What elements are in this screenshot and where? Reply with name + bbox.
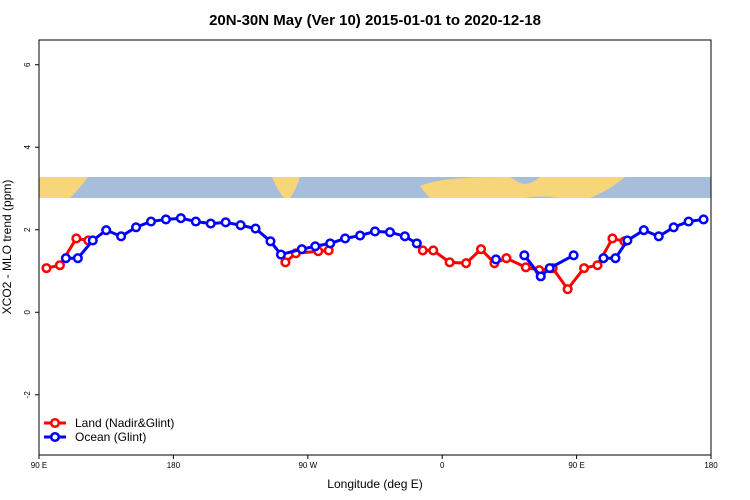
map-strip <box>39 177 711 198</box>
point <box>235 220 246 231</box>
legend-label: Land (Nadir&Glint) <box>75 416 174 430</box>
point <box>562 284 573 295</box>
point <box>72 253 83 264</box>
point <box>250 223 261 234</box>
legend-marker <box>49 431 61 443</box>
point <box>41 263 52 274</box>
legend: Land (Nadir&Glint)Ocean (Glint) <box>44 416 174 444</box>
point <box>280 257 291 268</box>
x-tick-label: 90 E <box>31 461 47 470</box>
point <box>568 250 579 261</box>
point <box>87 235 98 246</box>
point <box>399 231 410 242</box>
y-tick-label: 0 <box>23 309 32 314</box>
point <box>610 253 621 264</box>
point <box>355 230 366 241</box>
y-axis-label: XCO2 - MLO trend (ppm) <box>0 180 14 315</box>
point <box>598 253 609 264</box>
point <box>411 238 422 249</box>
point <box>544 263 555 274</box>
x-tick-label: 180 <box>167 461 181 470</box>
point <box>475 244 487 255</box>
point <box>205 218 216 229</box>
point <box>683 216 694 227</box>
y-tick-label: 4 <box>23 144 32 149</box>
point <box>519 250 530 261</box>
point <box>145 216 157 227</box>
point <box>160 214 171 225</box>
point <box>340 233 351 244</box>
point <box>417 245 428 256</box>
point <box>384 227 395 238</box>
x-tick-label: 90 W <box>298 461 317 470</box>
x-axis-label: Longitude (deg E) <box>327 477 422 491</box>
x-tick-label: 0 <box>440 461 445 470</box>
series-line <box>46 236 625 292</box>
point <box>131 222 142 233</box>
point <box>444 257 455 268</box>
point <box>101 225 112 236</box>
point <box>71 233 82 244</box>
point <box>220 217 231 228</box>
legend-label: Ocean (Glint) <box>75 430 146 444</box>
x-tick-label: 90 E <box>568 461 584 470</box>
point <box>638 225 649 236</box>
point <box>275 249 286 260</box>
point <box>520 262 531 273</box>
point <box>296 244 307 255</box>
point <box>622 235 633 246</box>
point <box>116 231 127 242</box>
point <box>501 253 512 264</box>
point <box>698 214 709 225</box>
point <box>428 245 439 256</box>
point <box>190 216 201 227</box>
y-tick-label: -2 <box>23 391 32 399</box>
series <box>41 233 630 295</box>
x-tick-label: 180 <box>704 461 718 470</box>
point <box>579 263 590 274</box>
point <box>592 260 603 271</box>
point <box>461 258 472 269</box>
point <box>668 222 679 233</box>
point <box>60 253 71 264</box>
series <box>60 213 709 282</box>
point <box>265 236 276 247</box>
point <box>490 254 502 265</box>
point <box>369 226 381 237</box>
point <box>310 241 321 252</box>
point <box>535 271 546 282</box>
point <box>653 231 664 242</box>
y-tick-label: 2 <box>23 227 32 232</box>
plot-frame <box>38 39 712 456</box>
y-tick-label: 6 <box>23 62 32 67</box>
legend-marker <box>49 417 61 429</box>
point <box>54 260 65 271</box>
point <box>325 238 336 249</box>
chart-title: 20N-30N May (Ver 10) 2015-01-01 to 2020-… <box>209 12 541 29</box>
point <box>607 233 618 244</box>
point <box>175 213 186 224</box>
